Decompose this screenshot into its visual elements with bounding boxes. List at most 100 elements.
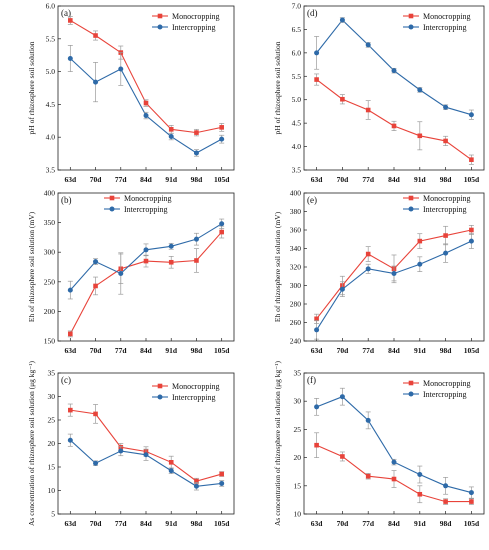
data-point	[468, 490, 474, 496]
data-point	[443, 104, 449, 110]
data-point	[391, 476, 397, 482]
data-point	[219, 471, 224, 477]
y-tick-label: 380	[290, 207, 302, 216]
data-point	[417, 238, 423, 244]
series-monocropping	[314, 73, 474, 165]
x-tick-label: 105d	[464, 346, 480, 355]
data-point	[68, 407, 73, 413]
data-point	[391, 270, 397, 276]
legend-label: Intercropping	[172, 393, 216, 402]
legend: Monocropping Intercropping	[152, 12, 220, 32]
data-point	[468, 238, 474, 244]
x-tick-label: 63d	[311, 346, 324, 355]
y-tick-label: 5	[51, 510, 55, 519]
y-tick-label: 150	[44, 337, 56, 346]
data-point	[193, 150, 199, 156]
x-tick-label: 84d	[388, 346, 401, 355]
legend-label: Monocropping	[423, 194, 471, 203]
legend-marker	[157, 383, 163, 389]
x-tick-label: 70d	[90, 346, 103, 355]
legend-label: Monocropping	[423, 379, 471, 388]
x-tick-label: 77d	[362, 175, 375, 184]
legend: Monocropping Intercropping	[403, 194, 471, 214]
data-point	[93, 259, 99, 265]
x-tick-label: 70d	[337, 175, 350, 184]
x-tick-label: 98d	[191, 175, 204, 184]
y-tick-label: 400	[44, 189, 56, 198]
data-point	[168, 460, 174, 465]
data-point	[143, 100, 149, 106]
y-tick-label: 200	[44, 307, 56, 316]
data-point	[194, 258, 199, 263]
x-tick-label: 70d	[90, 175, 103, 184]
data-point	[194, 478, 199, 484]
legend: Monocropping Intercropping	[152, 382, 220, 402]
data-point	[219, 480, 225, 486]
x-tick-label: 63d	[311, 175, 324, 184]
data-point	[391, 123, 397, 129]
data-point	[314, 77, 319, 82]
x-tick-label: 98d	[440, 519, 453, 528]
y-tick-label: 6.0	[46, 2, 56, 11]
y-axis-label: Eh of rhizosphere soil solution (mV)	[27, 211, 36, 322]
data-point	[340, 454, 345, 459]
data-point	[417, 472, 423, 478]
x-tick-label: 91d	[165, 346, 178, 355]
y-tick-label: 260	[290, 318, 302, 327]
data-point	[143, 247, 149, 253]
data-point	[168, 259, 174, 265]
panel-label: (d)	[307, 8, 318, 18]
x-tick-label: 63d	[64, 346, 77, 355]
legend-label: Monocropping	[124, 194, 172, 203]
legend-label: Intercropping	[423, 205, 467, 214]
y-tick-label: 240	[290, 337, 302, 346]
data-point	[339, 394, 345, 400]
data-point	[314, 327, 320, 333]
y-tick-label: 350	[44, 218, 56, 227]
y-tick-label: 250	[44, 277, 56, 286]
legend-marker	[408, 380, 414, 386]
data-point	[93, 33, 98, 38]
y-tick-label: 280	[290, 300, 302, 309]
data-point	[417, 133, 423, 139]
data-point	[219, 229, 224, 235]
data-point	[469, 227, 474, 233]
chart-panel: (d) 3.5 4.0 4.5 5.0 5.5 6.0 6.5 7.0 63d 70d 77d 84d 9…	[273, 2, 485, 184]
data-point	[443, 233, 448, 238]
y-axis-label: pH of rhizosphere soil solution	[273, 41, 282, 134]
series-intercropping	[314, 387, 474, 499]
data-point	[314, 316, 319, 322]
x-tick-label: 91d	[414, 519, 427, 528]
panel-label: (e)	[307, 195, 317, 205]
data-point	[193, 236, 199, 242]
y-tick-label: 25	[294, 425, 302, 434]
legend: Monocropping Intercropping	[104, 194, 172, 214]
data-point	[193, 483, 199, 489]
legend: Monocropping Intercropping	[403, 12, 471, 32]
legend-label: Monocropping	[172, 12, 220, 21]
legend-marker	[157, 394, 163, 400]
y-tick-label: 30	[48, 392, 56, 401]
series-line	[70, 409, 222, 482]
y-tick-label: 5.5	[292, 72, 302, 81]
data-point	[168, 127, 174, 132]
legend-label: Monocropping	[423, 12, 471, 21]
series-line	[316, 240, 472, 331]
x-tick-label: 84d	[140, 346, 153, 355]
data-point	[93, 411, 98, 417]
data-point	[314, 404, 320, 410]
data-point	[417, 261, 423, 267]
x-tick-label: 91d	[165, 175, 178, 184]
legend-label: Intercropping	[172, 23, 216, 32]
data-point	[391, 459, 397, 465]
legend: Monocropping Intercropping	[403, 379, 471, 399]
x-tick-label: 84d	[140, 519, 153, 528]
data-point	[443, 250, 449, 256]
series-intercropping	[314, 17, 474, 120]
legend-marker	[109, 206, 115, 212]
x-tick-label: 105d	[464, 175, 480, 184]
x-tick-label: 77d	[115, 519, 128, 528]
y-axis-label: pH of rhizosphere soil solution	[27, 41, 36, 134]
data-point	[443, 499, 448, 504]
